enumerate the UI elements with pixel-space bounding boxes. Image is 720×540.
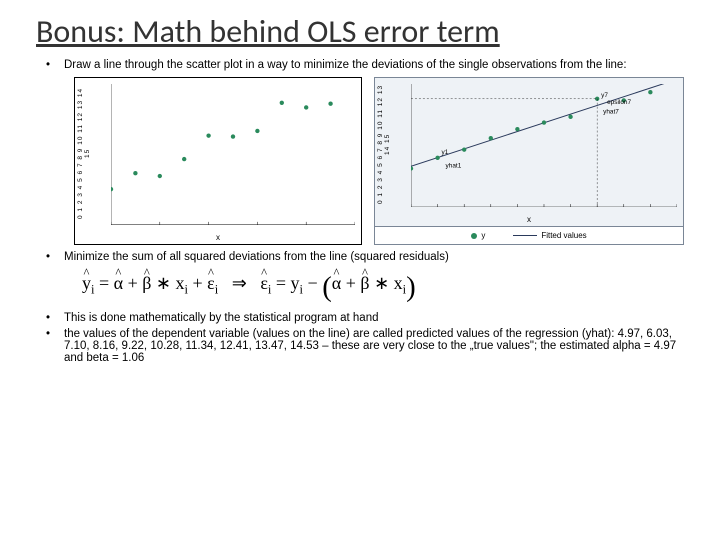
scatter-plot-left: x 0 1 2 3 4 5 6 7 8 9 10 11 12 13 14 15 (74, 77, 362, 245)
chart-row: x 0 1 2 3 4 5 6 7 8 9 10 11 12 13 14 15 … (74, 77, 684, 245)
bullet-dot: • (46, 328, 64, 364)
bullet-1: • Draw a line through the scatter plot i… (46, 59, 684, 71)
slide: Bonus: Math behind OLS error term • Draw… (0, 0, 720, 540)
bullet-4: • the values of the dependent variable (… (46, 328, 684, 364)
yticks-right: 0 1 2 3 4 5 6 7 8 9 10 11 12 13 14 15 (377, 82, 407, 206)
bullet-text-1: Draw a line through the scatter plot in … (64, 59, 627, 71)
svg-text:epsilon7: epsilon7 (607, 99, 631, 106)
legend-y: y (471, 231, 485, 240)
bullet-dot: • (46, 59, 64, 71)
scatter-right-plot: 0 1 2 3 4 5 6 7 8 9 10 11 12 13 14 15 x … (374, 77, 684, 227)
bullet-text-2: Minimize the sum of all squared deviatio… (64, 251, 449, 263)
svg-text:yhat1: yhat1 (446, 163, 462, 170)
equation: yi = α + β ∗ xi + εi ⇒ εi = yi − (α + β … (82, 271, 684, 304)
bullet-text-3: This is done mathematically by the stati… (64, 312, 378, 324)
bullet-3: • This is done mathematically by the sta… (46, 312, 684, 324)
svg-text:y7: y7 (601, 92, 608, 99)
svg-text:yhat7: yhat7 (603, 108, 619, 115)
content-body: • Draw a line through the scatter plot i… (46, 59, 684, 364)
bullet-text-4: the values of the dependent variable (va… (64, 328, 684, 364)
bullet-dot: • (46, 251, 64, 263)
scatter-plot-right: 0 1 2 3 4 5 6 7 8 9 10 11 12 13 14 15 x … (374, 77, 684, 245)
yticks-left: 0 1 2 3 4 5 6 7 8 9 10 11 12 13 14 15 (77, 82, 107, 224)
scatter-svg-left (111, 84, 355, 225)
scatter-svg-right: 012345678910 y7epsilon7yhat7alphay1yhat1 (411, 84, 677, 207)
xlabel-right: x (527, 215, 531, 224)
bullet-2: • Minimize the sum of all squared deviat… (46, 251, 684, 263)
bullet-dot: • (46, 312, 64, 324)
xlabel-left: x (216, 233, 220, 242)
legend-right: y Fitted values (374, 227, 684, 245)
svg-text:y1: y1 (442, 149, 449, 156)
legend-fitted: Fitted values (513, 231, 586, 240)
page-title: Bonus: Math behind OLS error term (36, 12, 684, 51)
